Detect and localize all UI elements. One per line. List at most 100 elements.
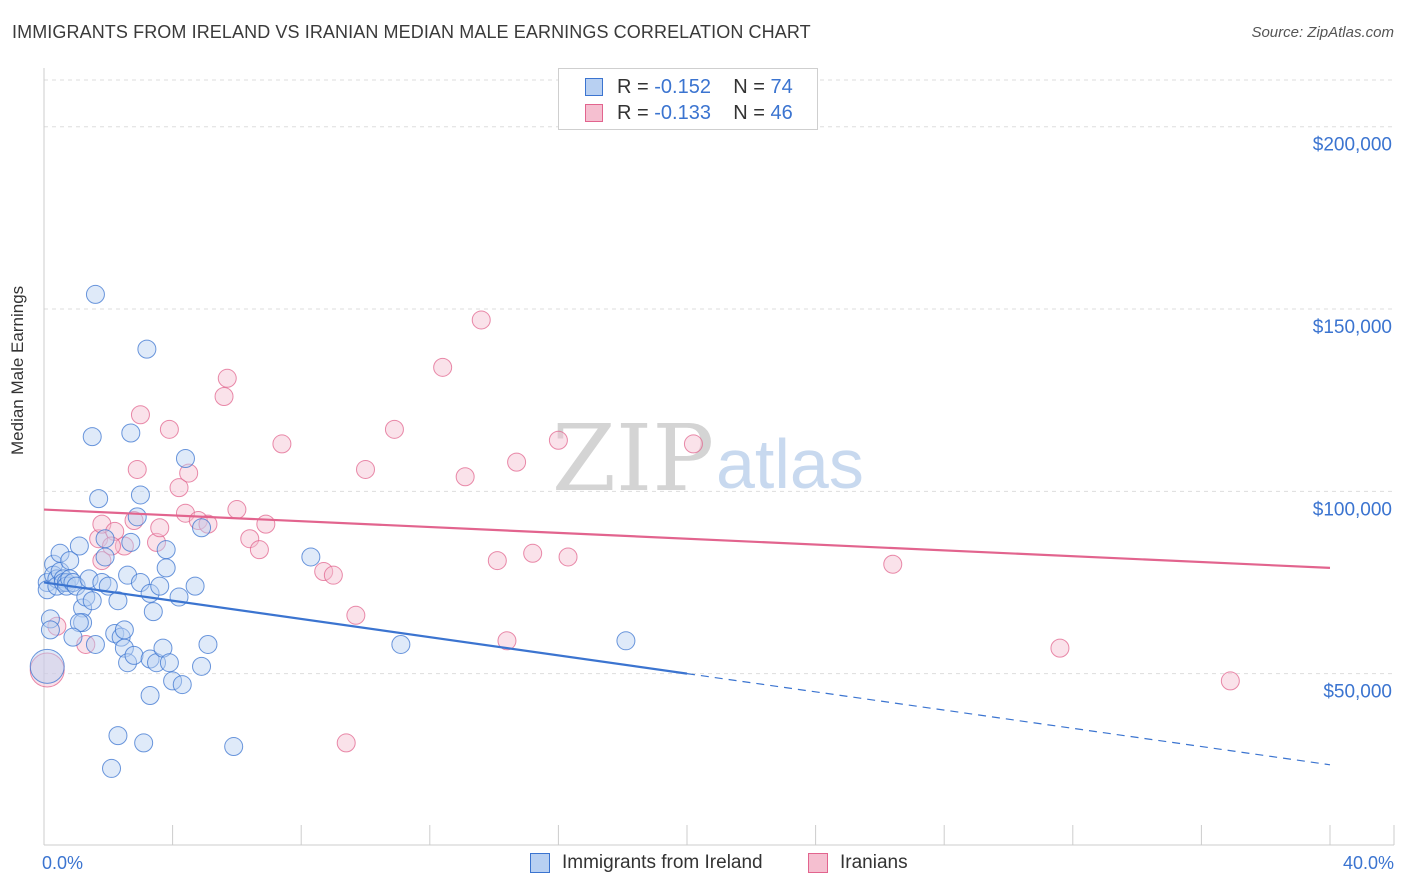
iranians-point — [455, 467, 475, 487]
gridlines — [44, 79, 1394, 675]
iranians-point — [346, 605, 366, 625]
ireland-point — [69, 536, 89, 556]
ireland-point — [73, 598, 93, 618]
ireland-point — [89, 489, 109, 509]
ireland-point — [95, 529, 115, 549]
iranians-point — [179, 463, 199, 483]
ireland-point — [40, 620, 60, 640]
iranians-point — [217, 368, 237, 388]
ireland-point — [40, 609, 60, 629]
ireland-point — [85, 634, 105, 654]
iranians-point — [249, 540, 269, 560]
iranians-point — [548, 430, 568, 450]
ireland-point — [127, 507, 147, 527]
ireland-point — [192, 518, 212, 538]
legend-n-value-1: 74 — [770, 76, 793, 98]
ireland-point — [95, 547, 115, 567]
bottom-legend-label-ireland: Immigrants from Ireland — [562, 852, 763, 873]
ireland-point — [185, 576, 205, 596]
iranians-point — [683, 434, 703, 454]
iranians-point — [356, 459, 375, 479]
ireland-point — [301, 547, 321, 567]
watermark-zip: ZIP — [552, 405, 714, 512]
iranians-point — [150, 518, 170, 538]
ireland-trend-extension — [686, 673, 1331, 766]
ireland-point — [192, 656, 212, 676]
legend-swatch-pink — [585, 104, 603, 122]
iranians-point — [487, 551, 507, 571]
ireland-point — [29, 648, 65, 684]
iranians-point — [169, 478, 189, 498]
ireland-point — [137, 339, 157, 359]
iranians-point — [124, 510, 144, 530]
watermark: ZIP atlas — [552, 405, 864, 512]
ireland-point — [163, 671, 183, 691]
ireland-point — [175, 449, 195, 468]
ireland-point — [60, 569, 80, 589]
ireland-trend-line — [43, 581, 688, 675]
ireland-point — [105, 624, 125, 644]
y-tick-label: $50,000 — [1323, 682, 1392, 703]
iranians-point — [497, 631, 517, 651]
iranians-point — [471, 310, 491, 330]
trend-lines — [43, 508, 1331, 766]
iranians-point — [558, 547, 578, 567]
iranians-point — [130, 405, 150, 425]
bottom-swatch-pink — [808, 853, 828, 873]
ireland-point — [616, 631, 636, 651]
iranians-point — [240, 529, 260, 549]
iranians-point — [256, 514, 276, 534]
legend-n-label-2: N = — [733, 102, 771, 124]
ireland-point — [130, 572, 150, 592]
ireland-point — [118, 653, 138, 673]
ireland-point — [140, 686, 160, 706]
ireland-point — [85, 284, 105, 304]
source-label: Source: ZipAtlas.com — [1251, 24, 1394, 41]
ireland-point — [159, 653, 179, 673]
iranians-point — [1220, 671, 1240, 691]
axes — [43, 68, 1395, 846]
legend-n-label-1: N = — [733, 76, 771, 98]
ireland-point — [143, 602, 163, 622]
iranians-trend-line — [43, 508, 1331, 569]
ireland-point — [121, 532, 141, 552]
iranians-point — [102, 536, 122, 556]
y-tick-label: $200,000 — [1313, 135, 1392, 156]
ireland-point — [198, 634, 218, 654]
iranians-points — [29, 310, 1240, 753]
ireland-points — [29, 284, 636, 778]
legend-r-label-1: R = — [617, 76, 655, 98]
iranians-point — [323, 565, 343, 585]
ireland-point — [224, 737, 244, 757]
ireland-point — [156, 540, 176, 560]
iranians-point — [336, 733, 356, 753]
chart-title: IMMIGRANTS FROM IRELAND VS IRANIAN MEDIA… — [12, 22, 811, 42]
legend-swatch-blue — [585, 78, 603, 96]
ireland-point — [82, 591, 102, 611]
bottom-swatch-blue — [530, 853, 550, 873]
tick-labels: $50,000 $100,000 $150,000 $200,000 0.0% 40.0% — [42, 135, 1394, 873]
iranians-point — [384, 419, 404, 439]
iranians-point — [883, 554, 903, 574]
iranians-point — [523, 543, 543, 563]
iranians-point — [147, 532, 167, 552]
y-tick-label: $150,000 — [1313, 317, 1392, 338]
iranians-point — [314, 562, 334, 582]
ireland-point — [102, 758, 122, 778]
ireland-point — [63, 627, 83, 647]
iranians-point — [159, 419, 179, 439]
legend-r-value-1: -0.152 — [654, 76, 711, 98]
ireland-point — [108, 591, 128, 611]
iranians-point — [47, 616, 67, 636]
iranians-point — [198, 514, 218, 534]
ireland-point — [108, 726, 128, 746]
ireland-point — [391, 634, 411, 654]
bottom-legend-label-iranians: Iranians — [840, 852, 908, 873]
iranians-point — [433, 357, 453, 377]
ireland-point — [156, 558, 176, 578]
ireland-point — [121, 423, 141, 443]
iranians-point — [227, 500, 247, 520]
y-tick-label: $100,000 — [1313, 499, 1392, 520]
iranians-point — [272, 434, 292, 454]
